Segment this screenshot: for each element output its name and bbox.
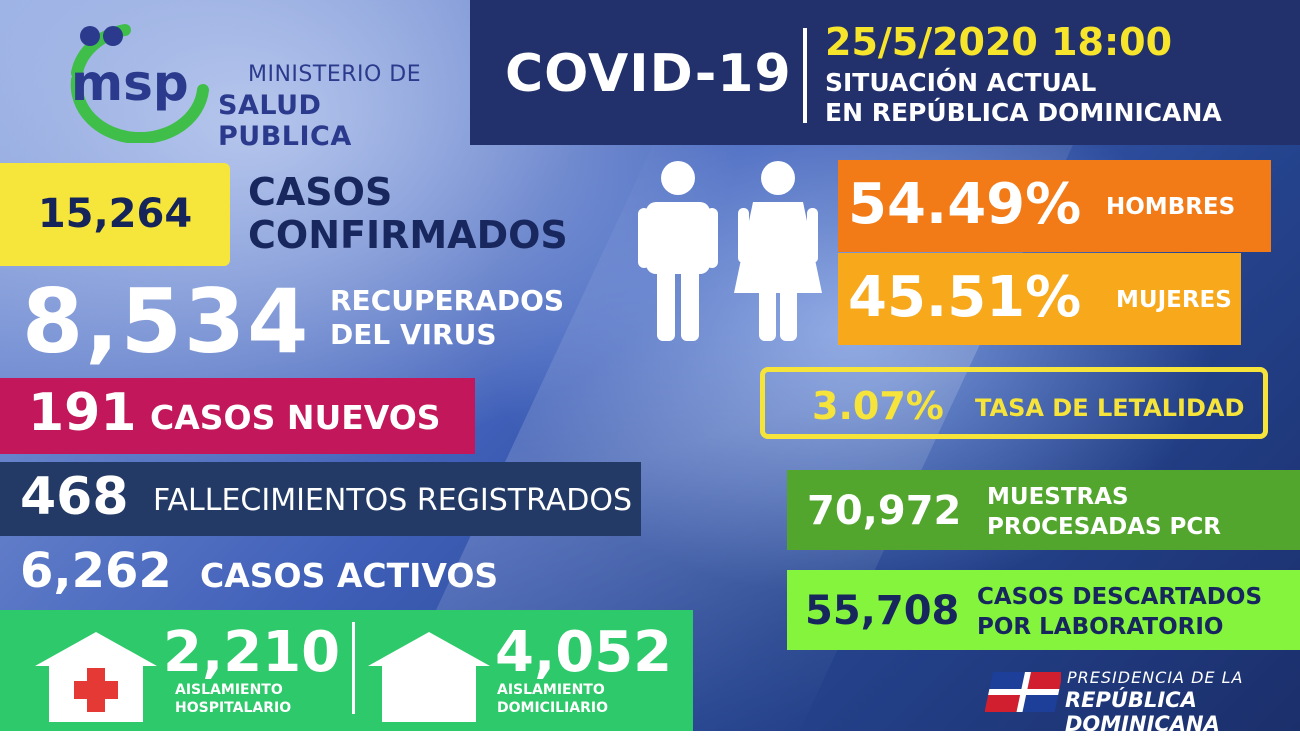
woman-icon xyxy=(734,161,822,341)
hospital-isolation-value: 2,210 xyxy=(163,620,341,685)
hospital-isolation-label-line2: HOSPITALARIO xyxy=(175,700,292,716)
ministry-name-line1: MINISTERIO DE xyxy=(248,62,422,87)
recovered-value: 8,534 xyxy=(22,270,311,373)
man-icon xyxy=(638,161,718,341)
discarded-cases-label-line2: POR LABORATORIO xyxy=(977,614,1224,640)
confirmed-cases-label-line2: CONFIRMADOS xyxy=(248,213,568,257)
presidency-line1: PRESIDENCIA DE LA xyxy=(1067,668,1244,687)
pcr-samples-box: 70,972 MUESTRAS PROCESADAS PCR xyxy=(787,470,1300,550)
pcr-samples-label-line1: MUESTRAS xyxy=(987,484,1129,510)
header-banner: COVID-19 25/5/2020 18:00 SITUACIÓN ACTUA… xyxy=(470,0,1300,145)
header-datetime: 25/5/2020 18:00 xyxy=(825,20,1173,64)
msp-logo-icon: msp xyxy=(70,24,209,143)
deaths-label: FALLECIMIENTOS REGISTRADOS xyxy=(153,483,633,518)
presidency-line2: REPÚBLICA DOMINICANA xyxy=(1065,688,1220,736)
house-icon xyxy=(368,632,490,722)
deaths-box: 468 FALLECIMIENTOS REGISTRADOS xyxy=(0,462,641,536)
active-cases-label: CASOS ACTIVOS xyxy=(200,556,499,595)
discarded-cases-label-line1: CASOS DESCARTADOS xyxy=(977,584,1263,610)
hospital-icon xyxy=(35,632,157,722)
dominican-flag-icon xyxy=(985,672,1061,712)
home-isolation-label-line2: DOMICILIARIO xyxy=(497,700,609,716)
header-title: COVID-19 xyxy=(505,44,792,104)
discarded-cases-box: 55,708 CASOS DESCARTADOS POR LABORATORIO xyxy=(787,570,1300,650)
header-divider xyxy=(803,28,807,123)
confirmed-cases-label-line1: CASOS xyxy=(248,170,393,214)
recovered-label-line1: RECUPERADOS xyxy=(330,284,565,317)
isolation-box: 2,210 AISLAMIENTO HOSPITALARIO 4,052 AIS… xyxy=(0,610,693,731)
confirmed-cases-value: 15,264 xyxy=(37,191,193,237)
pcr-samples-label-line2: PROCESADAS PCR xyxy=(987,514,1221,540)
men-label: HOMBRES xyxy=(1106,194,1236,220)
home-isolation-value: 4,052 xyxy=(495,620,673,685)
lethality-value: 3.07% xyxy=(812,384,944,428)
women-percentage-value: 45.51% xyxy=(848,265,1082,330)
gender-icons xyxy=(638,161,822,341)
hospital-isolation-label-line1: AISLAMIENTO xyxy=(175,682,283,698)
lethality-box: 3.07% TASA DE LETALIDAD xyxy=(760,367,1268,439)
recovered-label-line2: DEL VIRUS xyxy=(330,318,497,351)
isolation-divider xyxy=(352,622,355,714)
header-subtitle-line1: SITUACIÓN ACTUAL xyxy=(825,68,1097,97)
msp-logo: msp MINISTERIO DE SALUD PUBLICA xyxy=(55,18,455,152)
women-percentage-box: 45.51% MUJERES xyxy=(838,253,1241,345)
new-cases-box: 191 CASOS NUEVOS xyxy=(0,378,475,454)
active-cases-value: 6,262 xyxy=(20,543,172,599)
discarded-cases-value: 55,708 xyxy=(805,588,960,634)
deaths-value: 468 xyxy=(20,467,129,527)
new-cases-label: CASOS NUEVOS xyxy=(150,398,441,437)
women-label: MUJERES xyxy=(1116,287,1232,313)
pcr-samples-value: 70,972 xyxy=(807,488,962,534)
ministry-name-line2: SALUD PUBLICA xyxy=(218,90,352,152)
men-percentage-value: 54.49% xyxy=(848,172,1082,237)
lethality-label: TASA DE LETALIDAD xyxy=(975,394,1245,422)
header-subtitle-line2: EN REPÚBLICA DOMINICANA xyxy=(825,98,1222,127)
men-percentage-box: 54.49% HOMBRES xyxy=(838,160,1271,252)
home-isolation-label-line1: AISLAMIENTO xyxy=(497,682,605,698)
msp-logo-mark: msp xyxy=(71,54,189,112)
confirmed-cases-box: 15,264 xyxy=(0,163,230,266)
new-cases-value: 191 xyxy=(28,383,137,443)
